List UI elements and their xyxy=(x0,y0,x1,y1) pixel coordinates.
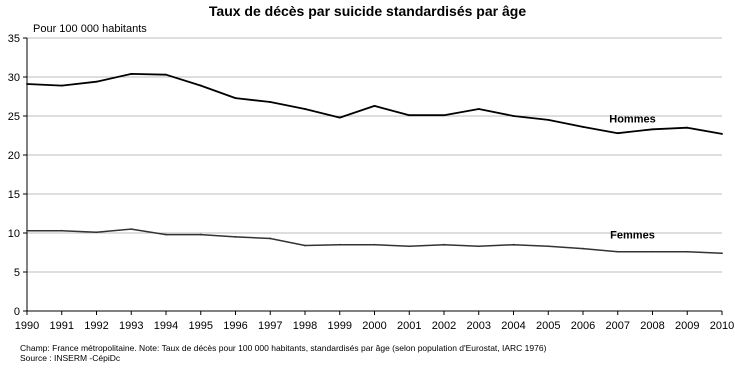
data-point-femmes xyxy=(234,236,237,238)
data-point-femmes xyxy=(304,244,306,247)
x-tick-label: 1992 xyxy=(84,320,108,332)
chart-title: Taux de décès par suicide standardisés p… xyxy=(208,3,527,19)
x-tick-label: 1990 xyxy=(15,320,39,332)
x-tick-label: 1996 xyxy=(223,320,247,332)
y-tick-label: 20 xyxy=(8,150,20,162)
series-label-hommes: Hommes xyxy=(609,113,655,125)
x-tick-label: 2000 xyxy=(362,320,386,332)
data-point-hommes xyxy=(26,83,28,85)
x-tick-label: 2010 xyxy=(710,320,734,332)
data-point-hommes xyxy=(304,108,306,110)
data-point-hommes xyxy=(269,101,272,103)
data-point-femmes xyxy=(373,243,376,246)
data-point-hommes xyxy=(338,116,341,119)
data-point-hommes xyxy=(443,114,445,117)
data-point-hommes xyxy=(582,126,584,128)
data-point-femmes xyxy=(616,250,619,253)
labels: 0 5 10 15 20 25 30 35 Pour 100 000 habitants 1990… xyxy=(8,23,734,332)
x-tick-label: 1995 xyxy=(189,320,213,332)
x-tick-label: 1998 xyxy=(293,320,317,332)
data-point-femmes xyxy=(199,233,202,236)
x-tick-label: 1991 xyxy=(50,320,74,332)
data-point-hommes xyxy=(651,128,654,131)
x-tick-label: 1994 xyxy=(154,320,178,332)
x-tick-label: 2005 xyxy=(536,320,560,332)
data-point-femmes xyxy=(95,231,98,234)
data-point-femmes xyxy=(477,245,480,248)
data-point-femmes xyxy=(26,229,28,232)
footnote-source: Source : INSERM -CépiDc xyxy=(20,353,121,363)
y-tick-label: 25 xyxy=(8,111,20,123)
y-tick-label: 35 xyxy=(8,33,20,45)
data-point-hommes xyxy=(165,73,167,76)
x-tick-label: 2001 xyxy=(397,320,421,332)
data-point-hommes xyxy=(199,84,202,87)
x-tick-label: 2007 xyxy=(606,320,630,332)
y-tick-label: 10 xyxy=(8,228,20,240)
gridlines xyxy=(27,37,722,273)
data-point-hommes xyxy=(512,115,515,117)
data-point-femmes xyxy=(582,247,584,250)
x-tick-label: 2006 xyxy=(571,320,595,332)
x-tick-label: 2009 xyxy=(675,320,699,332)
data-point-hommes xyxy=(408,114,411,117)
data-point-femmes xyxy=(165,233,167,236)
data-point-hommes xyxy=(686,126,689,129)
y-axis-label: Pour 100 000 habitants xyxy=(33,23,147,35)
data-point-hommes xyxy=(95,80,98,83)
series-label-femmes: Femmes xyxy=(610,230,655,242)
y-tick-label: 15 xyxy=(8,189,20,201)
data-point-hommes xyxy=(547,119,550,121)
data-point-femmes xyxy=(686,250,689,253)
data-point-femmes xyxy=(60,229,63,232)
data-point-femmes xyxy=(338,243,341,246)
data-point-hommes xyxy=(234,97,237,99)
x-tick-label: 1999 xyxy=(328,320,352,332)
x-tick-label: 2003 xyxy=(467,320,491,332)
data-point-hommes xyxy=(477,108,480,110)
data-point-hommes xyxy=(373,104,376,107)
data-point-femmes xyxy=(130,228,133,231)
data-point-femmes xyxy=(651,250,654,253)
data-point-femmes xyxy=(721,252,723,255)
data-point-hommes xyxy=(721,133,723,135)
axes xyxy=(23,37,723,315)
data-point-femmes xyxy=(512,243,515,246)
y-tick-label: 0 xyxy=(14,306,20,318)
x-tick-label: 2008 xyxy=(640,320,664,332)
y-tick-label: 30 xyxy=(8,72,20,84)
footnote-champ: Champ: France métropolitaine. Note: Taux… xyxy=(20,343,547,353)
data-point-hommes xyxy=(616,132,619,135)
x-tick-label: 1993 xyxy=(119,320,143,332)
data-point-femmes xyxy=(443,243,445,246)
data-point-femmes xyxy=(269,237,272,240)
x-tick-label: 2002 xyxy=(432,320,456,332)
data-point-femmes xyxy=(408,245,411,248)
data-point-hommes xyxy=(60,84,63,87)
x-tick-label: 1997 xyxy=(258,320,282,332)
x-tick-label: 2004 xyxy=(501,320,525,332)
data-point-hommes xyxy=(130,72,133,75)
data-point-femmes xyxy=(547,245,550,248)
y-tick-label: 5 xyxy=(14,267,20,279)
series-lines xyxy=(26,72,723,255)
